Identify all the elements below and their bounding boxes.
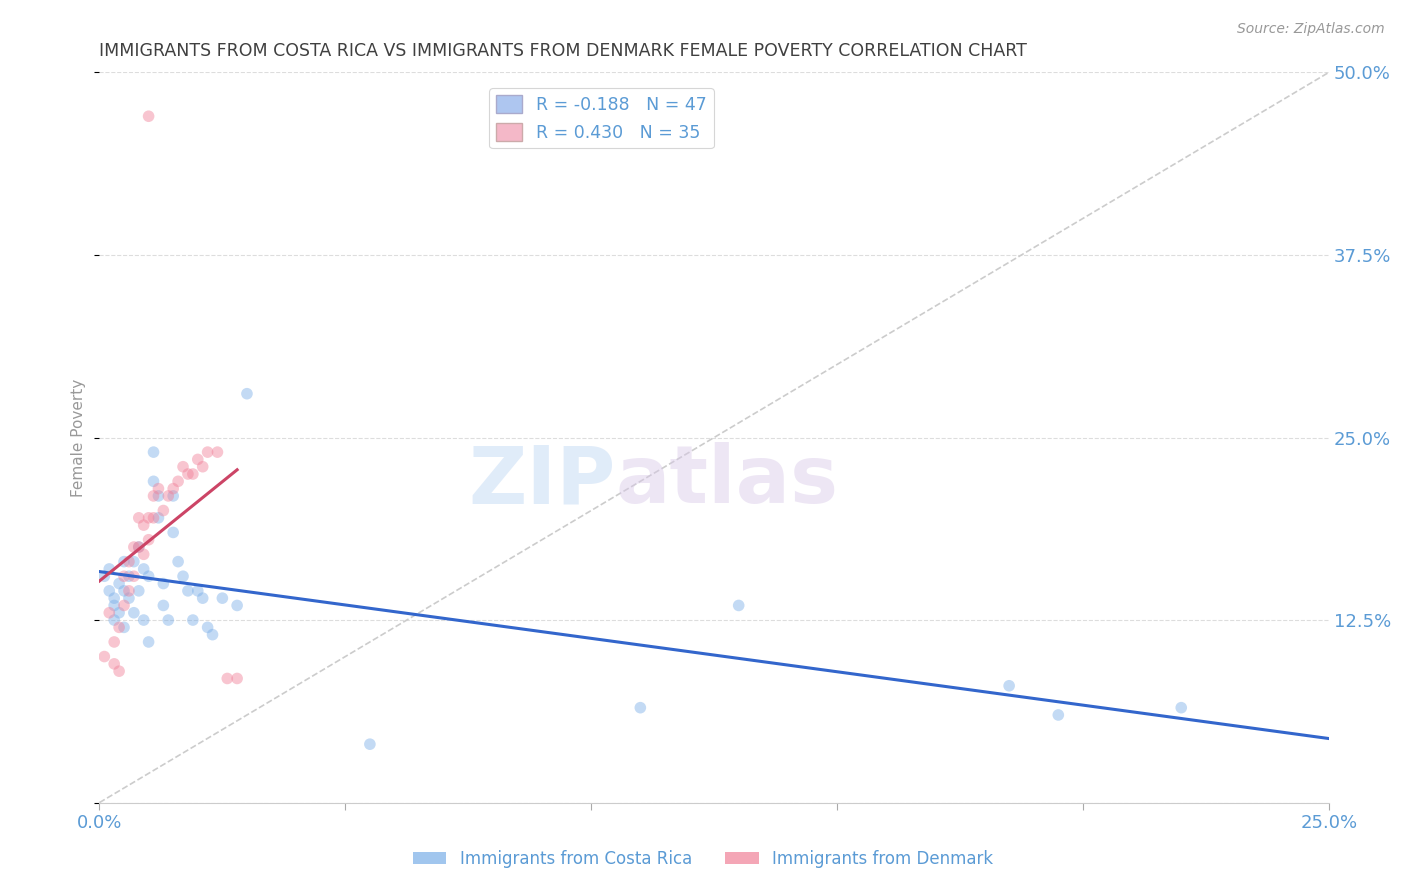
Point bbox=[112, 583, 135, 598]
Point bbox=[128, 540, 150, 554]
Point bbox=[359, 737, 381, 751]
Point bbox=[93, 649, 115, 664]
Point bbox=[122, 540, 145, 554]
Point bbox=[181, 613, 204, 627]
Point bbox=[108, 606, 131, 620]
Point bbox=[112, 620, 135, 634]
Point bbox=[172, 569, 194, 583]
Point bbox=[142, 489, 165, 503]
Point bbox=[152, 576, 174, 591]
Point bbox=[152, 503, 174, 517]
Text: Source: ZipAtlas.com: Source: ZipAtlas.com bbox=[1237, 22, 1385, 37]
Point bbox=[181, 467, 204, 481]
Point bbox=[122, 606, 145, 620]
Point bbox=[108, 576, 131, 591]
Point bbox=[142, 445, 165, 459]
Point bbox=[118, 583, 141, 598]
Point bbox=[103, 657, 125, 671]
Point bbox=[148, 482, 170, 496]
Point bbox=[98, 583, 121, 598]
Point bbox=[201, 627, 224, 641]
Point bbox=[138, 635, 160, 649]
Point bbox=[98, 562, 121, 576]
Point bbox=[207, 445, 229, 459]
Point bbox=[122, 555, 145, 569]
Text: ZIP: ZIP bbox=[468, 442, 616, 520]
Point bbox=[132, 613, 155, 627]
Point bbox=[197, 620, 219, 634]
Point bbox=[211, 591, 233, 606]
Point bbox=[103, 613, 125, 627]
Point bbox=[236, 386, 259, 401]
Point bbox=[128, 511, 150, 525]
Point bbox=[152, 599, 174, 613]
Point bbox=[998, 679, 1021, 693]
Point bbox=[1170, 700, 1192, 714]
Point bbox=[138, 569, 160, 583]
Point bbox=[93, 569, 115, 583]
Point bbox=[112, 599, 135, 613]
Text: atlas: atlas bbox=[616, 442, 839, 520]
Point bbox=[628, 700, 651, 714]
Point bbox=[103, 591, 125, 606]
Point bbox=[177, 467, 200, 481]
Text: IMMIGRANTS FROM COSTA RICA VS IMMIGRANTS FROM DENMARK FEMALE POVERTY CORRELATION: IMMIGRANTS FROM COSTA RICA VS IMMIGRANTS… bbox=[100, 42, 1028, 60]
Point bbox=[162, 525, 184, 540]
Point bbox=[112, 555, 135, 569]
Legend: Immigrants from Costa Rica, Immigrants from Denmark: Immigrants from Costa Rica, Immigrants f… bbox=[406, 844, 1000, 875]
Point bbox=[226, 672, 249, 686]
Point bbox=[118, 591, 141, 606]
Point bbox=[138, 109, 160, 123]
Point bbox=[187, 452, 209, 467]
Point bbox=[108, 664, 131, 678]
Point bbox=[108, 620, 131, 634]
Point bbox=[226, 599, 249, 613]
Point bbox=[103, 635, 125, 649]
Point bbox=[162, 489, 184, 503]
Point bbox=[1047, 708, 1070, 723]
Point bbox=[118, 555, 141, 569]
Point bbox=[172, 459, 194, 474]
Point bbox=[727, 599, 749, 613]
Point bbox=[167, 555, 190, 569]
Point bbox=[142, 511, 165, 525]
Point bbox=[167, 475, 190, 489]
Point bbox=[112, 569, 135, 583]
Point bbox=[197, 445, 219, 459]
Point bbox=[128, 540, 150, 554]
Point bbox=[132, 518, 155, 533]
Point bbox=[138, 533, 160, 547]
Point bbox=[142, 475, 165, 489]
Point bbox=[217, 672, 239, 686]
Point bbox=[157, 613, 180, 627]
Point bbox=[177, 583, 200, 598]
Point bbox=[98, 606, 121, 620]
Point bbox=[191, 459, 214, 474]
Point bbox=[148, 489, 170, 503]
Point bbox=[122, 569, 145, 583]
Point bbox=[148, 511, 170, 525]
Point bbox=[128, 583, 150, 598]
Point bbox=[187, 583, 209, 598]
Point bbox=[162, 482, 184, 496]
Point bbox=[138, 511, 160, 525]
Point bbox=[191, 591, 214, 606]
Point bbox=[132, 547, 155, 561]
Point bbox=[118, 569, 141, 583]
Point bbox=[132, 562, 155, 576]
Point bbox=[103, 599, 125, 613]
Legend: R = -0.188   N = 47, R = 0.430   N = 35: R = -0.188 N = 47, R = 0.430 N = 35 bbox=[489, 88, 714, 148]
Point bbox=[157, 489, 180, 503]
Y-axis label: Female Poverty: Female Poverty bbox=[72, 378, 86, 497]
